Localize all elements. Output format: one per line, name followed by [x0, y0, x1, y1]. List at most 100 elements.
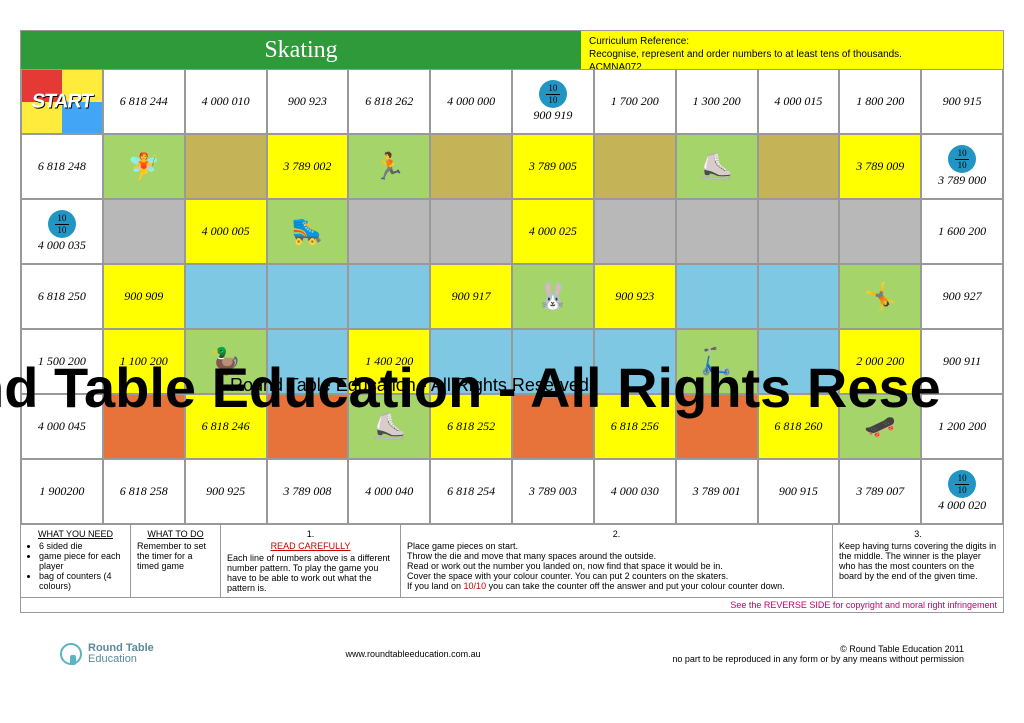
footer-right: © Round Table Education 2011 no part to …: [672, 644, 964, 664]
need-list: 6 sided diegame piece for each playerbag…: [27, 541, 124, 591]
skater-icon: 🐰: [537, 282, 569, 312]
cell-number: 900 911: [943, 354, 981, 369]
board-cell: [758, 134, 840, 199]
step2-line: Throw the die and move that many spaces …: [407, 551, 826, 561]
board-cell: 1010900 919: [512, 69, 594, 134]
step1-text: Each line of numbers above is a differen…: [227, 553, 394, 593]
skater-icon: 🧚: [128, 152, 160, 182]
step1-num: 1.: [227, 529, 394, 539]
board-cell: [839, 199, 921, 264]
board-title: Skating: [21, 31, 581, 69]
game-board: Skating Curriculum Reference: Recognise,…: [20, 30, 1004, 613]
board-cell: 4 000 010: [185, 69, 267, 134]
board-cell: [267, 264, 349, 329]
cell-number: 6 818 246: [202, 419, 250, 434]
do-text: Remember to set the timer for a timed ga…: [137, 541, 214, 571]
page: Skating Curriculum Reference: Recognise,…: [0, 0, 1024, 685]
skater-icon: 🛼: [291, 217, 323, 247]
board-cell: 3 789 005: [512, 134, 594, 199]
reverse-note: See the REVERSE SIDE for copyright and m…: [21, 597, 1003, 612]
cell-number: 3 789 000: [938, 173, 986, 188]
board-cell: 4 000 015: [758, 69, 840, 134]
board-cell: ⛸️: [348, 394, 430, 459]
board-cell: [512, 394, 594, 459]
board-cell: 🧚: [103, 134, 185, 199]
board-cell: [103, 394, 185, 459]
cell-number: 3 789 009: [856, 159, 904, 174]
board-cell: 6 818 248: [21, 134, 103, 199]
do-box: WHAT TO DO Remember to set the timer for…: [131, 525, 221, 597]
cell-number: 1 500 200: [38, 354, 86, 369]
board-cell: 900 915: [921, 69, 1003, 134]
board-cell: 1 100 200: [103, 329, 185, 394]
board-cell: 🛹: [839, 394, 921, 459]
cell-number: 900 923: [288, 94, 327, 109]
board-cell: [676, 394, 758, 459]
board-cell: 1 500 200: [21, 329, 103, 394]
board-cell: 3 789 001: [676, 459, 758, 524]
board-cell: [185, 264, 267, 329]
need-item: game piece for each player: [39, 551, 124, 571]
footer-note: no part to be reproduced in any form or …: [672, 654, 964, 664]
step2-num: 2.: [407, 529, 826, 539]
cell-number: 2 000 200: [856, 354, 904, 369]
need-item: 6 sided die: [39, 541, 124, 551]
need-box: WHAT YOU NEED 6 sided diegame piece for …: [21, 525, 131, 597]
board-cell: [758, 199, 840, 264]
cell-number: 1 900200: [39, 484, 84, 499]
board-cell: 900 925: [185, 459, 267, 524]
step1-red: READ CAREFULLY: [227, 541, 394, 551]
cell-number: 900 917: [452, 289, 491, 304]
start-label: START: [30, 90, 93, 113]
board-cell: 6 818 252: [430, 394, 512, 459]
tenten-token: 1010: [48, 210, 76, 238]
board-cell: 6 818 246: [185, 394, 267, 459]
board-cell: 3 789 002: [267, 134, 349, 199]
board-cell: 900 923: [594, 264, 676, 329]
board-cell: 1 700 200: [594, 69, 676, 134]
board-cell: 3 789 007: [839, 459, 921, 524]
board-cell: [267, 394, 349, 459]
step3-box: 3. Keep having turns covering the digits…: [833, 525, 1003, 597]
board-cell: 10104 000 020: [921, 459, 1003, 524]
board-cell: 900 915: [758, 459, 840, 524]
cell-number: 6 818 260: [774, 419, 822, 434]
board-cell: [676, 199, 758, 264]
board-cell: ⛸️: [676, 134, 758, 199]
tenten-token: 1010: [539, 80, 567, 108]
cell-number: 1 200 200: [938, 419, 986, 434]
board-cell: [594, 329, 676, 394]
board-cell: 6 818 260: [758, 394, 840, 459]
board-cell: [758, 264, 840, 329]
step1-box: 1. READ CAREFULLY Each line of numbers a…: [221, 525, 401, 597]
board-grid: START6 818 2444 000 010900 9236 818 2624…: [21, 69, 1003, 524]
cell-number: 1 400 200: [365, 354, 413, 369]
cell-number: 3 789 007: [856, 484, 904, 499]
cell-number: 4 000 025: [529, 224, 577, 239]
board-cell: 6 818 262: [348, 69, 430, 134]
cell-number: 900 915: [943, 94, 982, 109]
skater-icon: 🛴: [700, 347, 732, 377]
cell-number: 4 000 005: [202, 224, 250, 239]
need-heading: WHAT YOU NEED: [27, 529, 124, 539]
do-heading: WHAT TO DO: [137, 529, 214, 539]
skater-icon: 🤸: [864, 282, 896, 312]
instructions-row: WHAT YOU NEED 6 sided diegame piece for …: [21, 524, 1003, 597]
board-cell: 900 917: [430, 264, 512, 329]
footer-copy: © Round Table Education 2011: [672, 644, 964, 654]
step3-text: Keep having turns covering the digits in…: [839, 541, 997, 581]
board-cell: 🛴: [676, 329, 758, 394]
board-cell: [348, 264, 430, 329]
cell-number: 3 789 008: [283, 484, 331, 499]
logo-icon: [60, 643, 82, 665]
cell-number: 3 789 005: [529, 159, 577, 174]
board-cell: 6 818 256: [594, 394, 676, 459]
skater-icon: 🛹: [864, 412, 896, 442]
board-cell: 6 818 250: [21, 264, 103, 329]
step2-line: If you land on 10/10 you can take the co…: [407, 581, 826, 591]
board-cell: 1 900200: [21, 459, 103, 524]
curriculum-label: Curriculum Reference:: [589, 35, 995, 48]
board-cell: [430, 134, 512, 199]
board-cell: 900 909: [103, 264, 185, 329]
skater-icon: ⛸️: [373, 412, 405, 442]
